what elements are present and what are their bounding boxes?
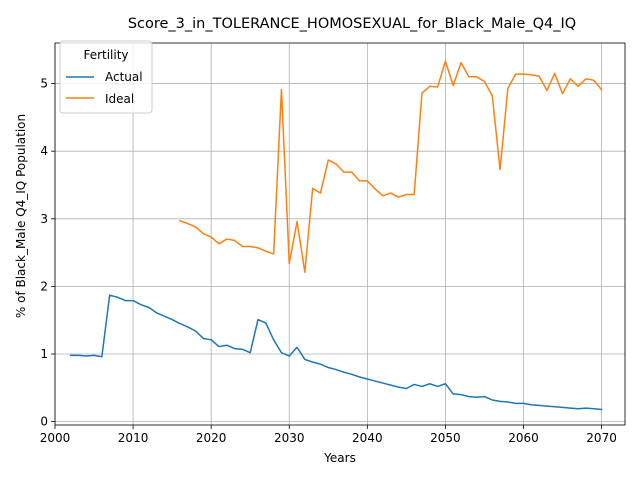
x-axis-ticks: 2000 2010 2020 2030 2040 2050 2060 2070 [40,425,617,445]
x-tick-label: 2020 [196,431,227,445]
x-tick-label: 2040 [352,431,383,445]
series-line-actual [71,295,602,409]
legend-title: Fertility [83,48,128,62]
x-tick-label: 2010 [118,431,149,445]
x-tick-label: 2050 [430,431,461,445]
x-axis-label: Years [323,451,356,465]
y-tick-label: 2 [40,279,48,293]
y-axis-ticks: 0 1 2 3 4 5 [40,77,55,429]
legend-label-actual: Actual [105,70,143,84]
x-tick-label: 2030 [274,431,305,445]
y-tick-label: 0 [40,415,48,429]
legend: Fertility Actual Ideal [60,41,152,113]
series-lines [71,61,602,409]
legend-label-ideal: Ideal [105,92,134,106]
x-tick-label: 2070 [586,431,617,445]
y-tick-label: 1 [40,347,48,361]
y-tick-label: 4 [40,144,48,158]
chart-title: Score_3_in_TOLERANCE_HOMOSEXUAL_for_Blac… [128,16,576,32]
y-axis-label: % of Black_Male Q4_IQ Population [14,114,28,318]
x-tick-label: 2000 [40,431,71,445]
series-line-ideal [180,61,602,272]
y-tick-label: 3 [40,212,48,226]
x-tick-label: 2060 [508,431,539,445]
y-tick-label: 5 [40,77,48,91]
